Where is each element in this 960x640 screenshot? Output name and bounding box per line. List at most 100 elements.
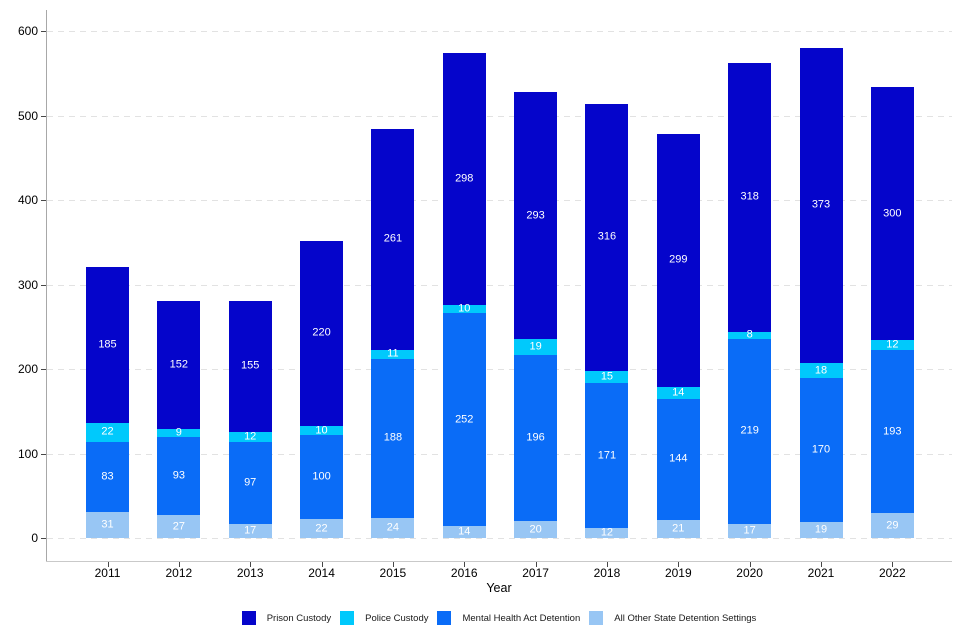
segment-2021: 373 bbox=[799, 47, 843, 364]
y-axis-line bbox=[46, 10, 47, 561]
segment-value-label: 185 bbox=[98, 338, 117, 351]
segment-value-label: 14 bbox=[458, 525, 471, 538]
segment-value-label: 15 bbox=[600, 370, 614, 383]
y-axis-tick-label: 200 bbox=[17, 362, 38, 376]
y-axis-tick-label: 300 bbox=[17, 277, 38, 292]
segment-2012: 93 bbox=[157, 436, 201, 516]
y-axis-tick bbox=[41, 200, 46, 201]
segment-value-label: 373 bbox=[811, 198, 831, 211]
segment-value-label: 14 bbox=[672, 386, 685, 399]
x-axis-tick bbox=[464, 562, 466, 567]
x-axis-tick bbox=[250, 562, 252, 567]
x-axis-tick-label: 2017 bbox=[522, 566, 549, 580]
x-axis-tick bbox=[892, 562, 894, 567]
segment-value-label: 12 bbox=[244, 430, 257, 443]
legend-item: Police Custody bbox=[340, 611, 428, 625]
segment-2022: 300 bbox=[870, 86, 914, 341]
legend-swatch-icon bbox=[589, 611, 604, 625]
segment-2017: 20 bbox=[514, 521, 558, 538]
segment-value-label: 252 bbox=[455, 413, 474, 426]
segment-value-label: 300 bbox=[883, 207, 902, 220]
x-axis-tick bbox=[678, 562, 680, 567]
segment-value-label: 152 bbox=[169, 358, 189, 371]
segment-value-label: 219 bbox=[740, 424, 759, 437]
segment-value-label: 29 bbox=[886, 519, 899, 532]
segment-2016: 298 bbox=[442, 52, 486, 305]
bar-2011: 31 83 22 185 bbox=[86, 0, 129, 538]
y-axis-tick bbox=[41, 538, 46, 539]
segment-2016: 252 bbox=[442, 313, 486, 527]
segment-value-label: 12 bbox=[600, 526, 614, 539]
segment-value-label: 18 bbox=[814, 364, 828, 377]
x-axis-tick bbox=[535, 562, 537, 567]
x-axis-tick-label: 2013 bbox=[236, 566, 264, 580]
segment-value-label: 11 bbox=[387, 347, 399, 360]
segment-value-label: 261 bbox=[383, 232, 403, 245]
segment-2022: 193 bbox=[870, 350, 914, 514]
segment-value-label: 100 bbox=[312, 470, 331, 483]
y-axis-tick bbox=[41, 115, 46, 117]
segment-2014: 220 bbox=[300, 240, 344, 427]
segment-value-label: 83 bbox=[101, 470, 114, 483]
bar-2022: 29 193 12 300 bbox=[870, 0, 914, 538]
segment-value-label: 196 bbox=[526, 431, 545, 444]
x-axis-title: Year bbox=[486, 581, 512, 595]
x-axis-tick-label: 2012 bbox=[165, 566, 193, 580]
bar-2012: 27 93 9 152 bbox=[157, 0, 201, 538]
segment-value-label: 293 bbox=[526, 209, 545, 222]
segment-2011: 185 bbox=[86, 266, 129, 424]
legend-item: Mental Health Act Detention bbox=[437, 611, 580, 625]
segment-value-label: 8 bbox=[746, 328, 753, 341]
legend-item: All Other State Detention Settings bbox=[589, 611, 756, 625]
segment-2012: 9 bbox=[157, 426, 201, 439]
bar-2015: 24 188 11 261 bbox=[371, 0, 415, 538]
segment-value-label: 27 bbox=[172, 520, 185, 533]
legend-swatch-icon bbox=[340, 611, 355, 625]
segment-2015: 11 bbox=[371, 347, 415, 360]
segment-2013: 17 bbox=[228, 523, 272, 538]
segment-2019: 14 bbox=[656, 386, 700, 399]
x-axis-tick bbox=[749, 562, 751, 567]
x-axis-tick-label: 2019 bbox=[664, 566, 692, 580]
segment-2019: 21 bbox=[656, 520, 700, 538]
segment-value-label: 17 bbox=[244, 524, 257, 537]
segment-2017: 19 bbox=[514, 339, 558, 356]
segment-2019: 299 bbox=[656, 134, 700, 387]
segment-2021: 19 bbox=[799, 521, 843, 538]
segment-value-label: 22 bbox=[101, 425, 114, 438]
y-axis-tick-label: 400 bbox=[17, 193, 38, 207]
segment-value-label: 298 bbox=[455, 172, 474, 185]
legend-item: Prison Custody bbox=[241, 611, 331, 625]
y-gridline bbox=[47, 115, 952, 117]
y-gridline bbox=[47, 369, 952, 370]
segment-2022: 12 bbox=[870, 338, 914, 351]
segment-value-label: 220 bbox=[312, 326, 331, 339]
bar-2020: 17 219 8 318 bbox=[728, 0, 772, 538]
segment-2013: 12 bbox=[228, 430, 272, 443]
legend-swatch-icon bbox=[437, 611, 452, 625]
segment-value-label: 9 bbox=[175, 426, 182, 439]
segment-2012: 27 bbox=[157, 515, 201, 538]
segment-value-label: 31 bbox=[101, 518, 114, 531]
segment-value-label: 193 bbox=[883, 425, 902, 438]
segment-2016: 10 bbox=[442, 302, 486, 315]
segment-2014: 22 bbox=[300, 519, 344, 538]
y-axis-tick bbox=[41, 284, 46, 286]
segment-value-label: 12 bbox=[886, 338, 899, 351]
segment-value-label: 20 bbox=[529, 523, 542, 536]
x-axis-tick-label: 2011 bbox=[94, 566, 121, 580]
segment-2018: 171 bbox=[585, 383, 629, 528]
legend: Prison Custody Police Custody Mental Healt… bbox=[46, 611, 952, 625]
segment-2020: 318 bbox=[728, 63, 772, 332]
segment-2012: 152 bbox=[157, 300, 201, 429]
segment-2020: 8 bbox=[728, 328, 772, 341]
segment-value-label: 171 bbox=[597, 449, 617, 462]
segment-2018: 12 bbox=[585, 526, 629, 539]
segment-2020: 17 bbox=[728, 523, 772, 538]
segment-value-label: 21 bbox=[672, 522, 685, 535]
x-axis-tick bbox=[321, 562, 323, 567]
y-gridline bbox=[47, 538, 952, 539]
y-gridline bbox=[47, 31, 952, 32]
segment-value-label: 10 bbox=[458, 302, 471, 315]
